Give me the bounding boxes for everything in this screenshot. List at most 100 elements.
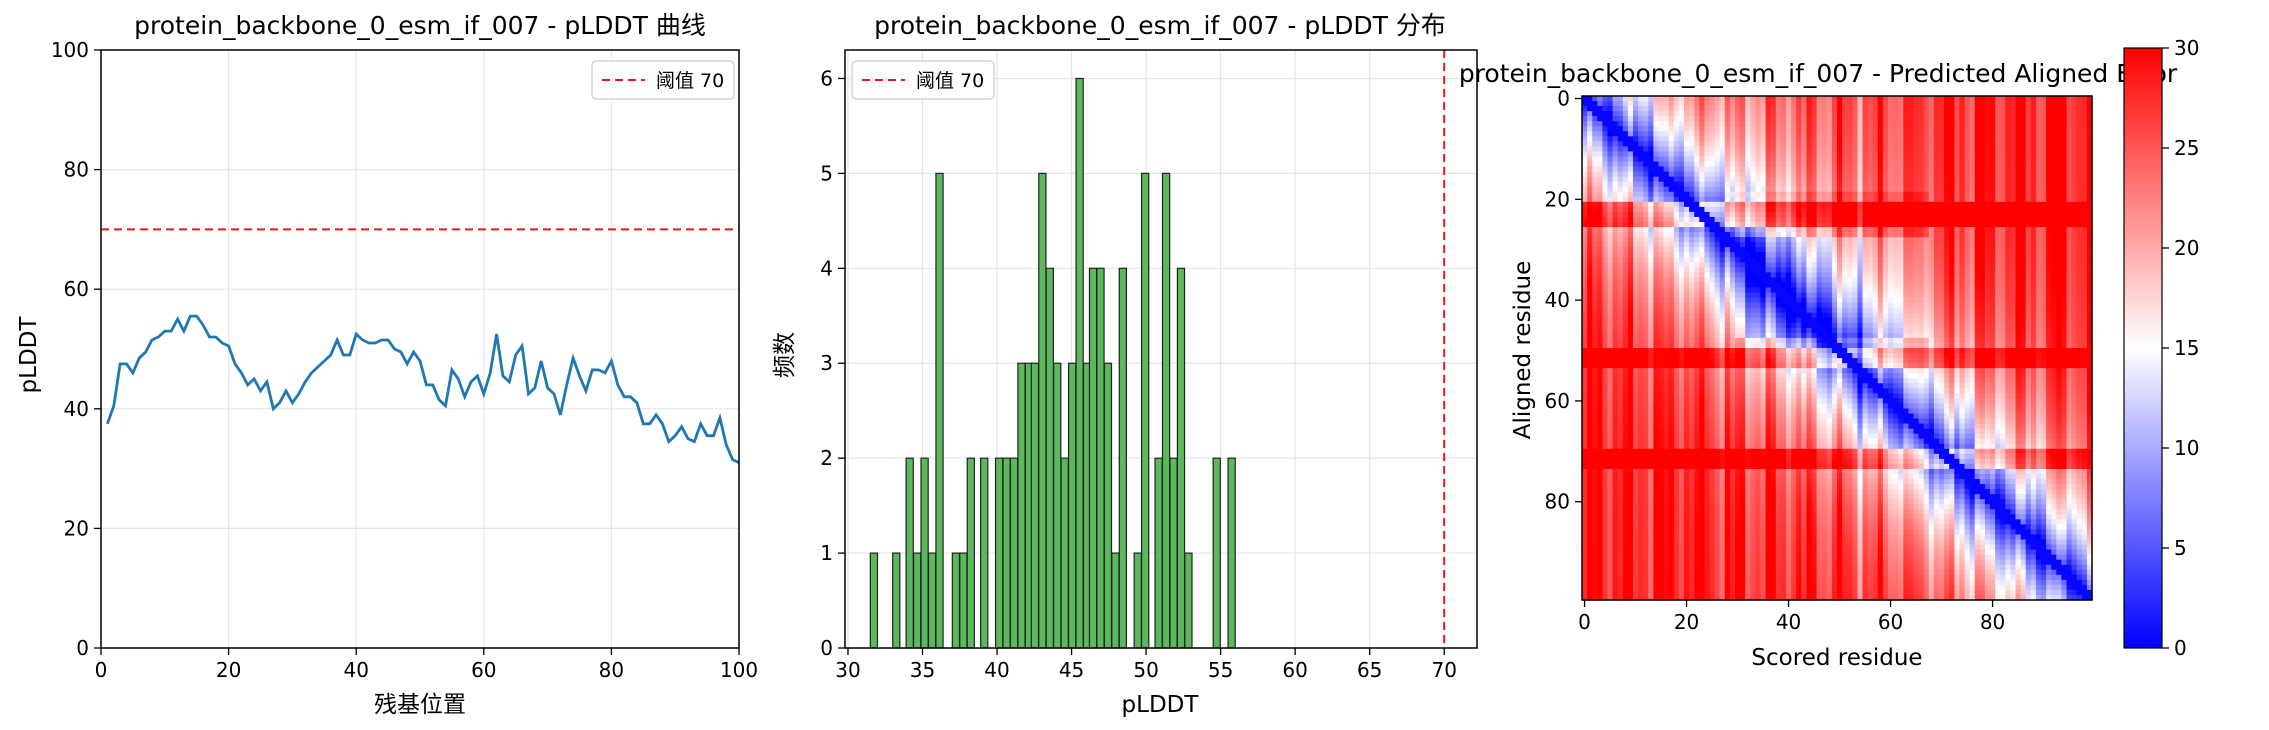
- pae-cell: [1678, 201, 1685, 208]
- pae-cell: [1689, 307, 1695, 314]
- histogram-plot-frame: [844, 49, 1478, 649]
- pae-cell: [2051, 111, 2057, 117]
- histogram-bar: [927, 552, 937, 649]
- pae-cell: [2046, 282, 2052, 289]
- pae-cell: [1622, 111, 1629, 117]
- pae-cell: [1862, 211, 1869, 218]
- pae-cell: [1918, 176, 1925, 183]
- pae-cell: [1903, 267, 1909, 273]
- pae-cell: [2081, 196, 2088, 203]
- pae-cell: [1888, 322, 1894, 329]
- pae-cell: [1617, 121, 1624, 127]
- pae-cell: [2046, 327, 2052, 334]
- pae-cell: [2061, 121, 2068, 127]
- pae-cell: [2051, 247, 2057, 253]
- pae-cell: [1816, 181, 1823, 188]
- pae-cell: [2046, 307, 2052, 314]
- pae-cell: [1898, 141, 1904, 147]
- pae-cell: [2066, 191, 2073, 198]
- pae-cell: [1913, 312, 1920, 319]
- pae-cell: [1918, 116, 1925, 122]
- pae-cell: [1811, 186, 1818, 193]
- pae-cell: [1888, 111, 1894, 117]
- pae-cell: [1709, 96, 1716, 102]
- pae-cell: [1755, 111, 1762, 117]
- pae-cell: [1842, 131, 1848, 137]
- pae-cell: [1775, 171, 1782, 178]
- pae-cell: [1949, 282, 1955, 289]
- pae-cell: [2025, 216, 2032, 223]
- pae-cell: [1888, 141, 1894, 147]
- pae-cell: [1719, 171, 1726, 178]
- pae-cell: [1928, 101, 1935, 107]
- pae-cell: [2066, 201, 2073, 208]
- pae-cell: [1745, 302, 1751, 309]
- pae-cell: [1719, 166, 1726, 173]
- pae-cell: [1684, 216, 1690, 223]
- pae-cell: [1775, 196, 1782, 203]
- pae-cell: [1791, 201, 1797, 208]
- pae-cell: [2030, 191, 2037, 198]
- pae-cell: [1638, 312, 1644, 319]
- pae-cell: [1668, 161, 1675, 168]
- pae-cell: [1842, 186, 1848, 193]
- pae-cell: [1740, 322, 1746, 329]
- pae-cell: [2046, 116, 2052, 122]
- pae-cell: [1933, 297, 1940, 304]
- pae-cell: [1592, 201, 1598, 208]
- pae-cell: [1888, 136, 1894, 142]
- pae-cell: [1898, 287, 1904, 294]
- pae-cell: [1811, 101, 1818, 107]
- pae-cell: [1673, 292, 1680, 299]
- pae-cell: [1653, 111, 1660, 117]
- pae-cell: [1740, 166, 1746, 173]
- pae-cell: [2066, 126, 2073, 132]
- pae-cell: [2046, 176, 2052, 183]
- pae-cell: [1622, 101, 1629, 107]
- pae-cell: [1760, 191, 1767, 198]
- pae-cell: [1801, 297, 1807, 304]
- pae-cell: [1837, 322, 1843, 329]
- pae-cell: [2030, 176, 2037, 183]
- pae-cell: [1627, 136, 1634, 142]
- pae-cell: [1877, 206, 1884, 213]
- pae-cell: [2035, 161, 2042, 168]
- pae-cell: [1857, 242, 1864, 248]
- pae-cell: [1959, 111, 1966, 117]
- pae-cell: [1653, 136, 1660, 142]
- pae-cell: [1979, 227, 1986, 233]
- pae-cell: [2010, 297, 2017, 304]
- pae-cell: [2081, 201, 2088, 208]
- pae-cell: [1913, 151, 1920, 158]
- pae-cell: [1806, 176, 1813, 183]
- pae-cell: [1740, 186, 1746, 193]
- pae-cell: [1582, 257, 1588, 263]
- pae-cell: [1806, 141, 1813, 147]
- pae-cell: [1755, 282, 1762, 289]
- pae-cell: [1852, 96, 1858, 102]
- pae-cell: [1765, 317, 1772, 324]
- pae-cell: [1724, 186, 1731, 193]
- pae-cell: [1668, 206, 1675, 213]
- pae-cell: [1622, 237, 1629, 243]
- pae-cell: [1831, 116, 1838, 122]
- pae-cell: [1612, 277, 1619, 284]
- pae-cell: [1775, 317, 1782, 324]
- pae-cell: [1888, 327, 1894, 334]
- pae-cell: [1908, 307, 1915, 314]
- pae-cell: [1979, 161, 1986, 168]
- pae-cell: [1597, 126, 1603, 132]
- pae-cell: [1831, 131, 1838, 137]
- pae-cell: [1704, 242, 1711, 248]
- pae-cell: [1969, 247, 1976, 253]
- pae-cell: [2015, 166, 2022, 173]
- pae-cell: [1842, 151, 1848, 158]
- pae-cell: [1831, 211, 1838, 218]
- pae-cell: [1877, 211, 1884, 218]
- pae-cell: [1949, 257, 1955, 263]
- pae-cell: [1796, 161, 1802, 168]
- pae-cell: [1908, 262, 1915, 268]
- y-tick-label: 3: [820, 351, 833, 375]
- y-tick-label: 40: [64, 397, 89, 421]
- pae-cell: [1643, 247, 1649, 253]
